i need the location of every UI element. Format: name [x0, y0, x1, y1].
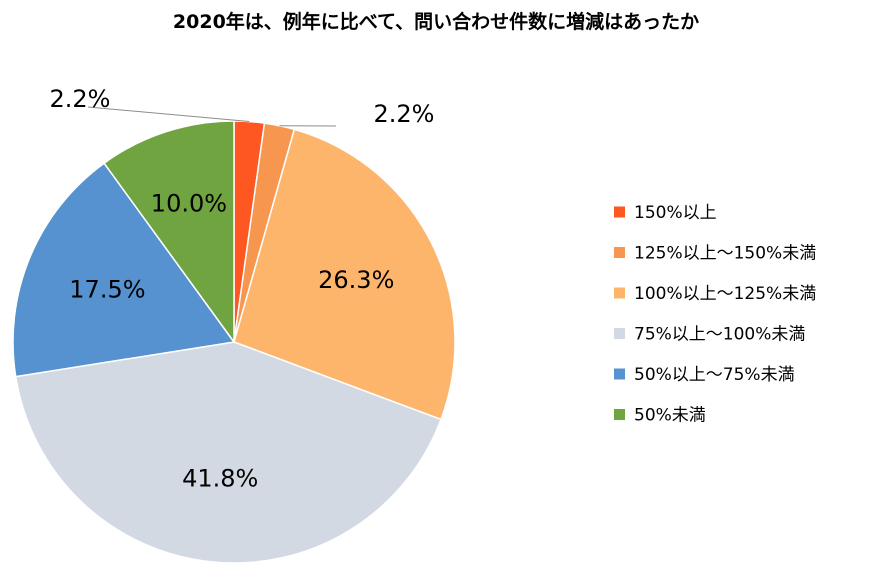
- legend-swatch-4: [614, 328, 625, 339]
- legend: 150%以上 125%以上～150%未満 100%以上～125%未満 75%以上～10…: [614, 203, 816, 426]
- data-label-2: 2.2%: [374, 100, 435, 128]
- legend-swatch-5: [614, 368, 625, 380]
- legend-swatch-3: [614, 287, 625, 299]
- pie-slice-4: [14, 341, 442, 564]
- legend-label-5: 50%以上～75%未満: [634, 365, 795, 385]
- chart-title: 2020年は、例年に比べて、問い合わせ件数に増減はあったか: [173, 10, 699, 33]
- data-label-6: 10.0%: [151, 189, 227, 217]
- pie-slice-3: [233, 128, 456, 421]
- data-label-3: 26.3%: [318, 266, 394, 294]
- data-label-4: 41.8%: [182, 464, 258, 492]
- legend-swatch-6: [614, 409, 625, 420]
- legend-label-4: 75%以上～100%未満: [634, 325, 805, 345]
- data-label-5: 17.5%: [69, 276, 145, 304]
- pie-slices: [12, 120, 456, 564]
- data-labels: 2.2% 2.2% 26.3% 41.8% 17.5% 10.0%: [50, 85, 435, 492]
- leader-lines: [87, 106, 337, 127]
- data-label-1: 2.2%: [50, 85, 111, 113]
- legend-swatch-1: [614, 206, 625, 218]
- pie-slice-5: [12, 162, 236, 378]
- legend-swatch-2: [614, 247, 625, 258]
- pie-slice-6: [103, 120, 235, 345]
- leader-line-1: [87, 106, 250, 123]
- legend-label-3: 100%以上～125%未満: [634, 284, 816, 304]
- legend-label-6: 50%未満: [634, 406, 706, 426]
- legend-label-1: 150%以上: [634, 203, 717, 223]
- legend-label-2: 125%以上～150%未満: [634, 244, 816, 264]
